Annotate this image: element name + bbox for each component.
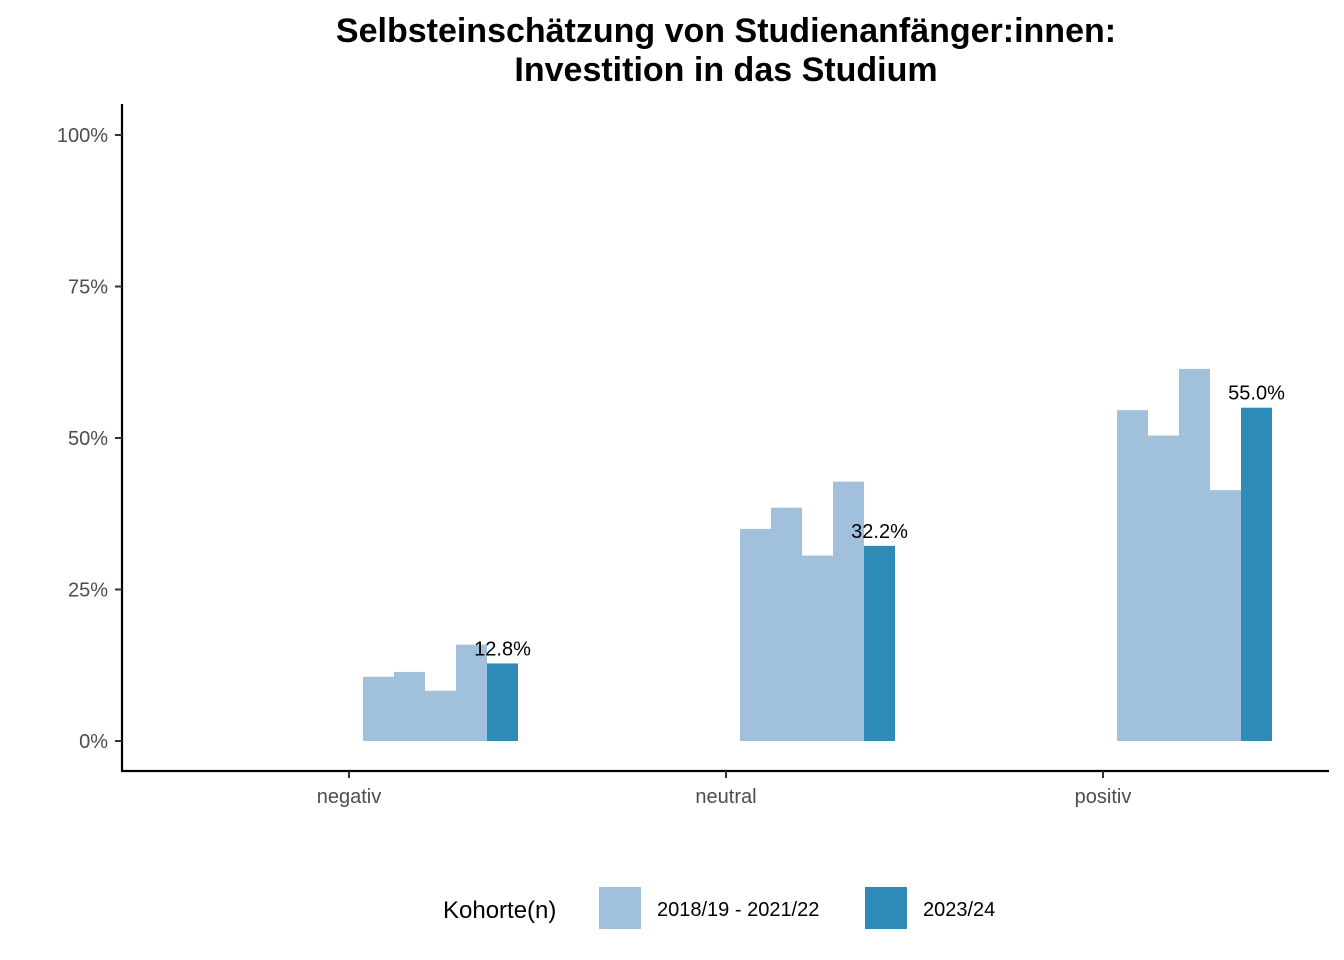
x-tick-label-positiv: positiv: [1075, 786, 1132, 808]
legend: Kohorte(n) 2018/19 - 2021/22 2023/24: [443, 887, 995, 929]
legend-label-0: 2018/19 - 2021/22: [657, 899, 819, 921]
bar-neutral-1: [771, 507, 802, 741]
chart-title: Selbsteinschätzung von Studienanfänger:i…: [336, 12, 1116, 50]
bar-negativ-2: [425, 690, 456, 741]
data-label-neutral: 32.2%: [851, 521, 908, 543]
bar-positiv-2: [1179, 368, 1210, 741]
data-labels-group: 12.8% 32.2% 55.0%: [474, 383, 1285, 661]
y-tick-label-1: 25%: [68, 580, 108, 602]
bar-positiv-0: [1117, 410, 1148, 741]
y-ticks-group: 0% 25% 50% 75% 100%: [57, 125, 122, 753]
bar-neutral-4: [864, 545, 895, 741]
legend-label-1: 2023/24: [923, 899, 995, 921]
bar-positiv-1: [1148, 435, 1179, 741]
legend-swatch-1: [865, 887, 907, 929]
chart-subtitle: Investition in das Studium: [514, 51, 937, 89]
bars-group: [363, 368, 1272, 741]
bar-negativ-3: [456, 644, 487, 741]
bar-neutral-3: [833, 481, 864, 741]
data-label-negativ: 12.8%: [474, 638, 531, 660]
bar-negativ-1: [394, 671, 425, 741]
bar-negativ-4: [487, 663, 518, 741]
x-tick-label-negativ: negativ: [317, 786, 382, 808]
x-ticks-group: negativ neutral positiv: [317, 771, 1132, 808]
x-tick-label-neutral: neutral: [695, 786, 756, 808]
bar-neutral-2: [802, 555, 833, 741]
y-tick-label-0: 0%: [79, 731, 108, 753]
bar-negativ-0: [363, 676, 394, 741]
bar-positiv-4: [1241, 407, 1272, 741]
legend-title: Kohorte(n): [443, 897, 556, 924]
legend-swatch-0: [599, 887, 641, 929]
bar-positiv-3: [1210, 490, 1241, 741]
bar-neutral-0: [740, 528, 771, 741]
y-tick-label-2: 50%: [68, 428, 108, 450]
y-tick-label-4: 100%: [57, 125, 108, 147]
data-label-positiv: 55.0%: [1228, 383, 1285, 405]
y-tick-label-3: 75%: [68, 277, 108, 299]
